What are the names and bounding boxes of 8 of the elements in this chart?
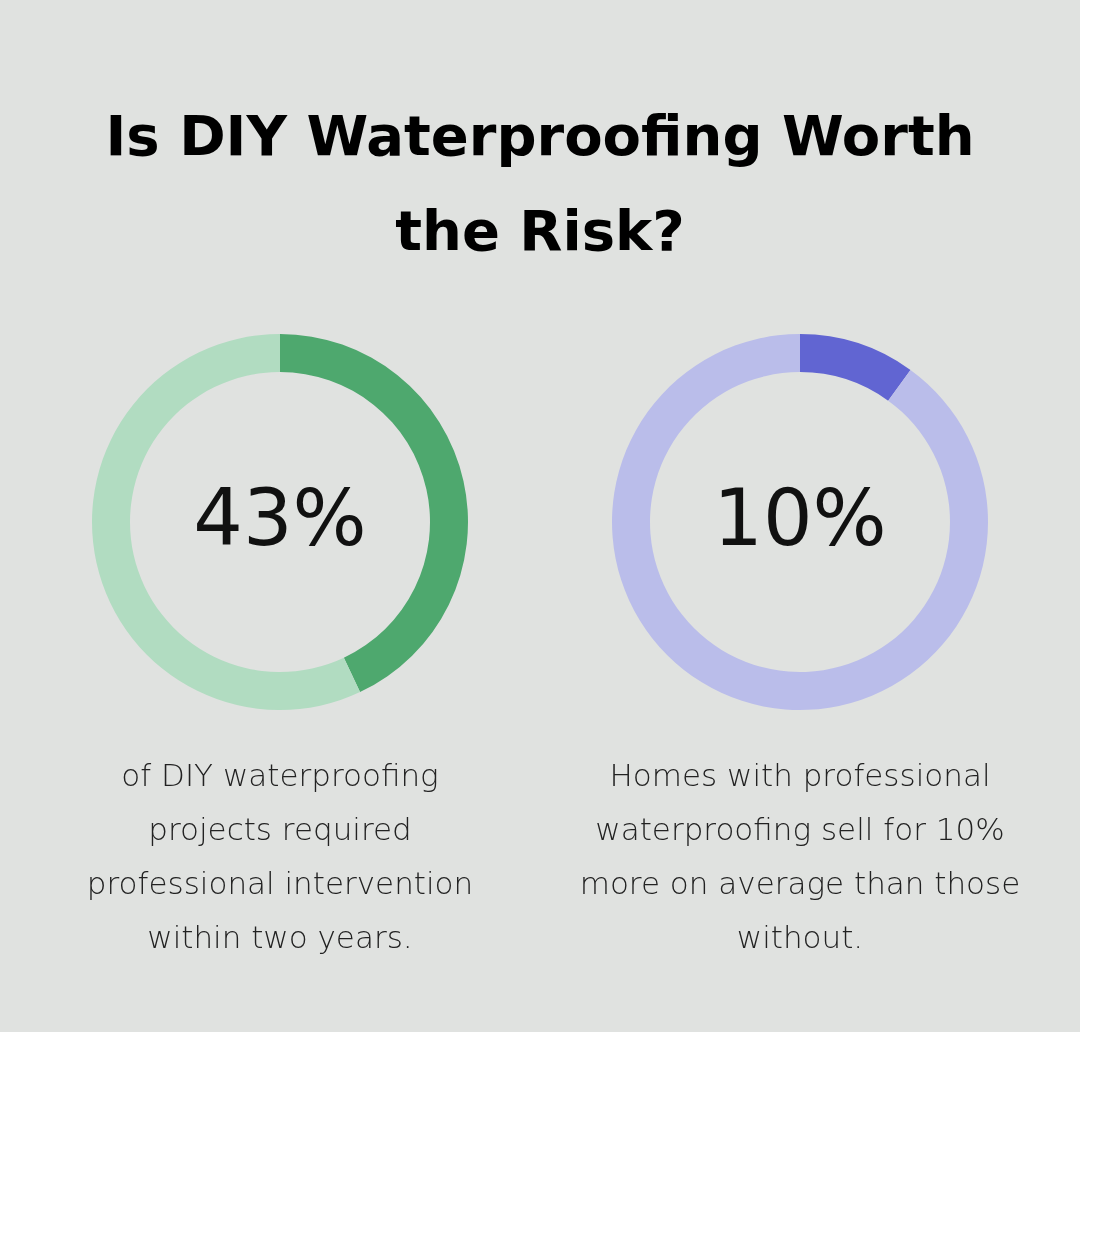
text: 10% (713, 473, 887, 563)
text: Homes with professional waterproofing sell for 10% more on average than those without. (579, 757, 1021, 955)
donut-slice (612, 334, 988, 710)
donut-slice (92, 334, 361, 710)
text: of DIY waterproofing projects required professional intervention within two years. (86, 757, 474, 955)
chart-title: Is DIY Waterproofing Worth the Risk? (105, 103, 975, 263)
donut-slice (800, 334, 911, 401)
text: 43% (193, 473, 367, 563)
